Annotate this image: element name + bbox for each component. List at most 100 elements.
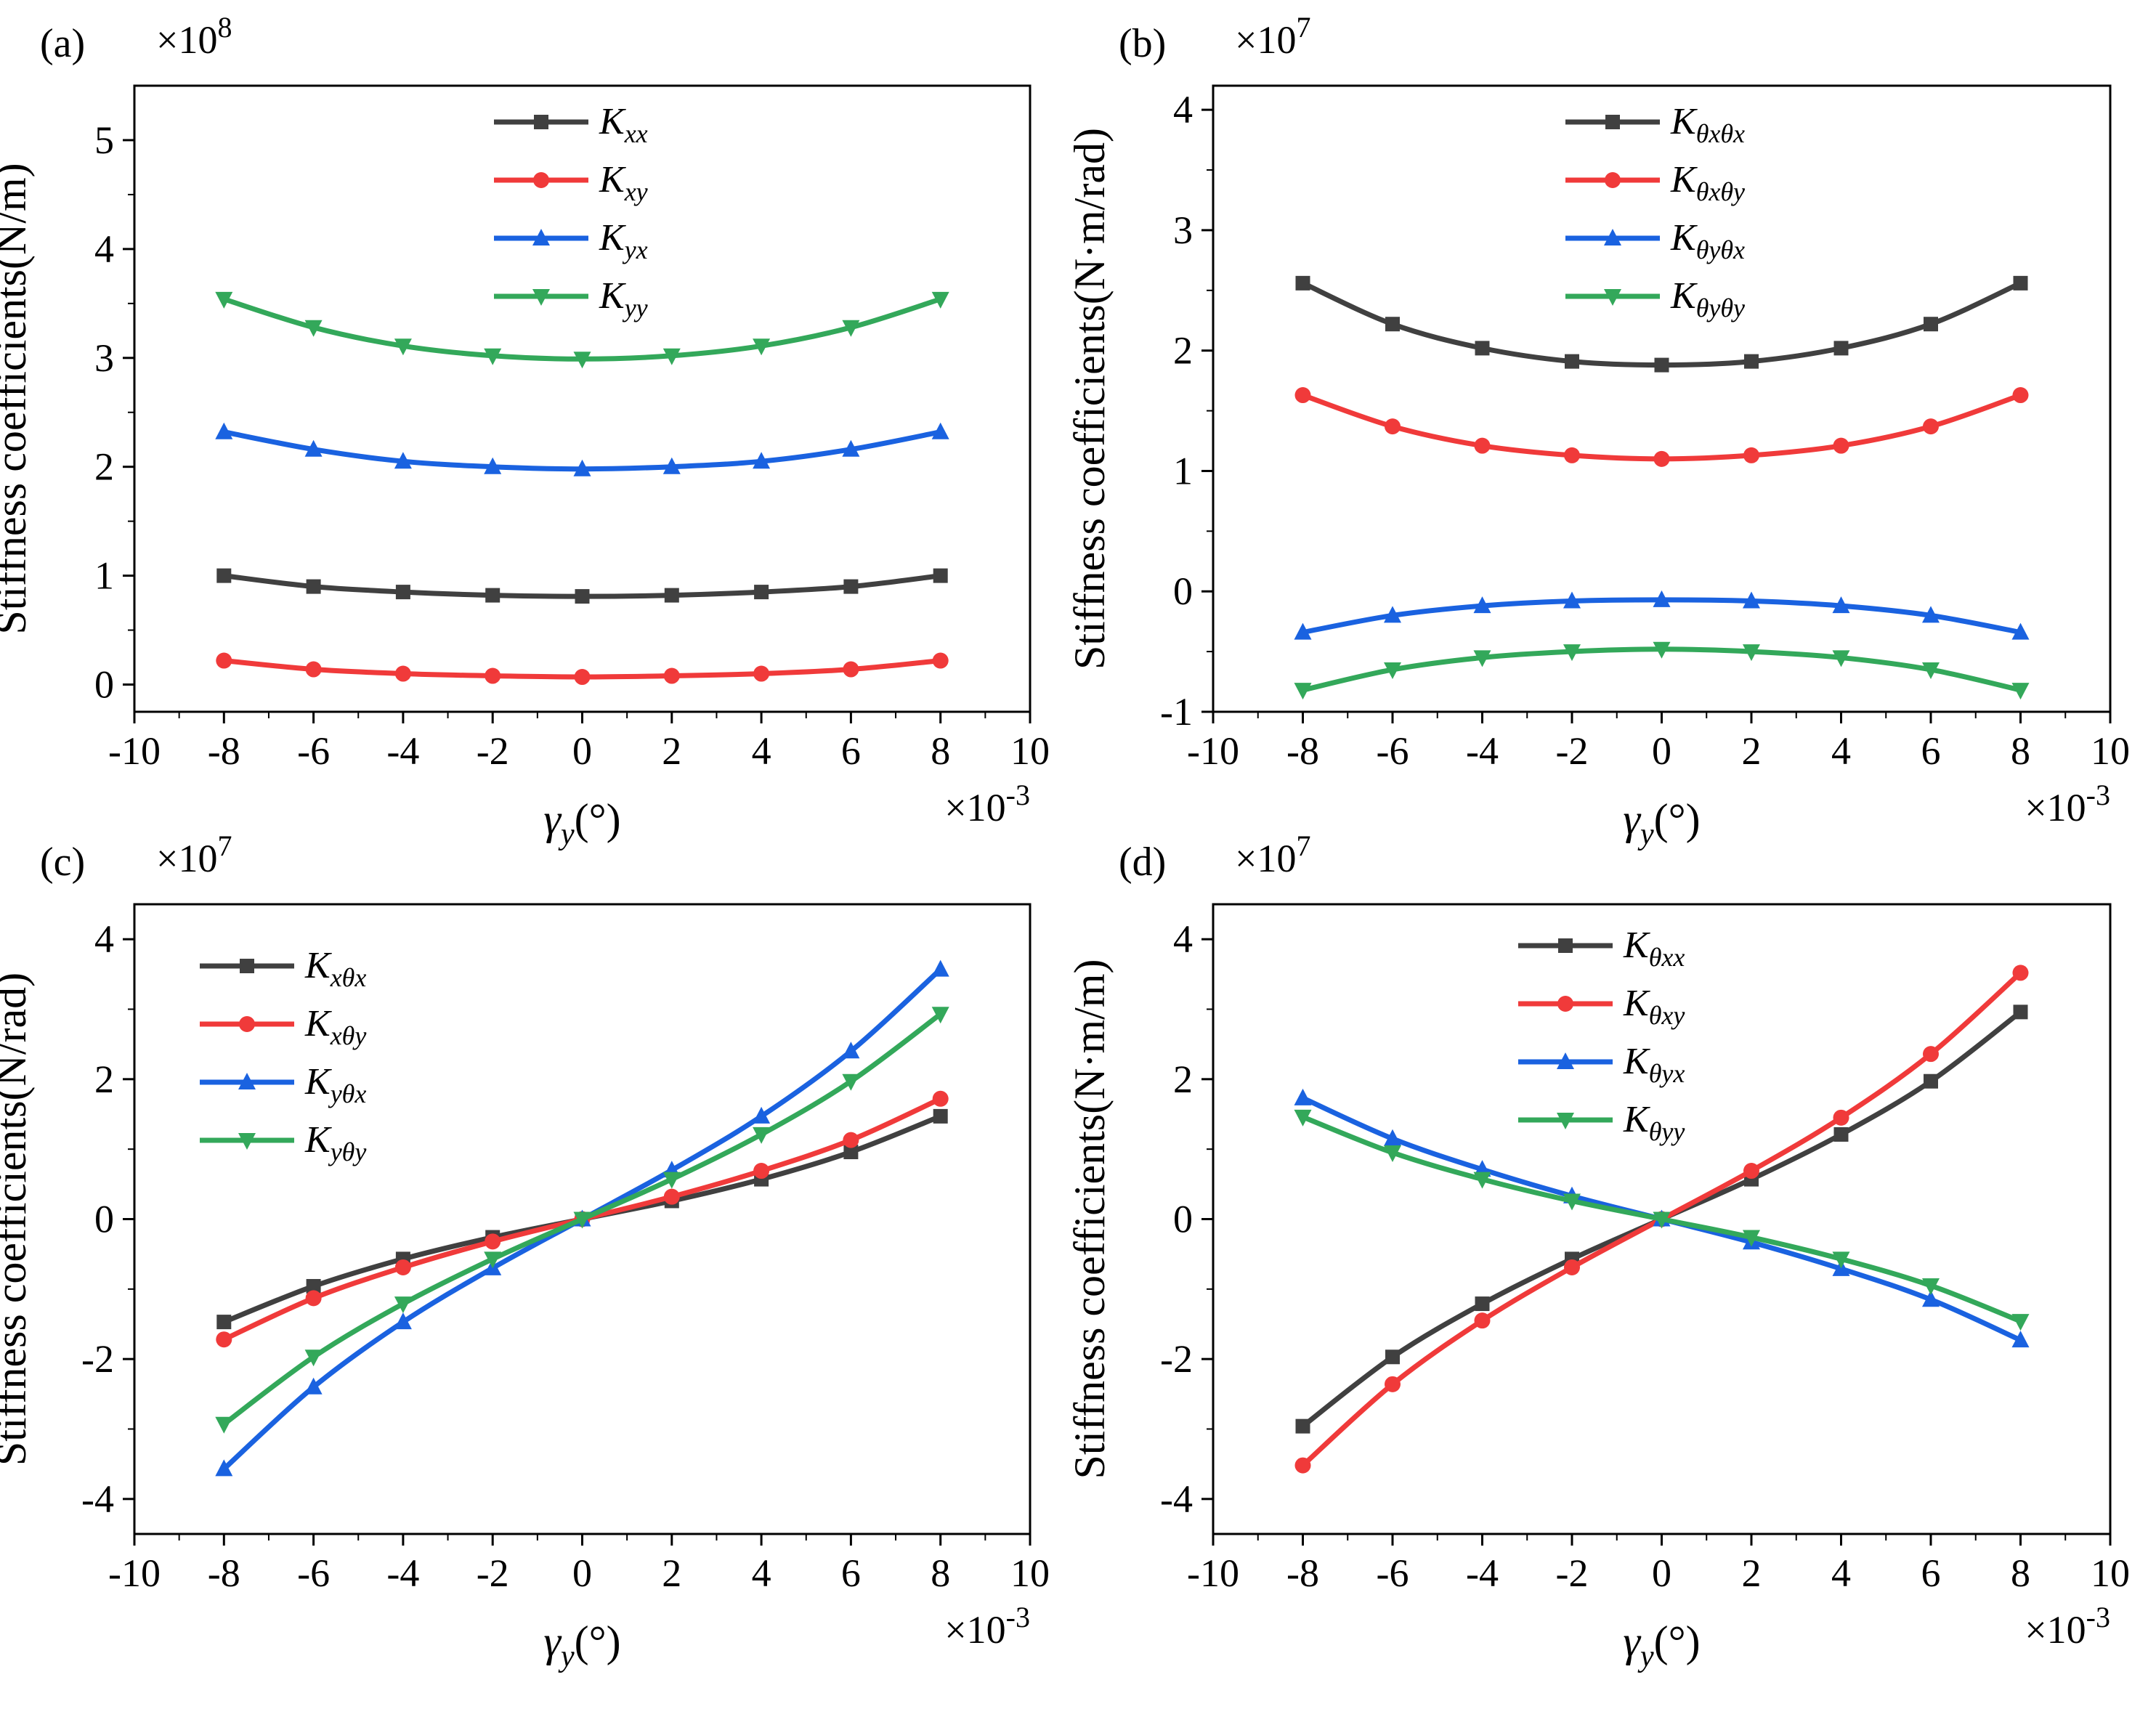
x-tick-label: -2 (477, 729, 509, 773)
legend-label: Kθxθx (1670, 101, 1745, 148)
data-point (1385, 1376, 1401, 1392)
data-point (394, 1312, 412, 1330)
legend-entry: Kyx (494, 217, 648, 264)
data-point (1473, 650, 1491, 667)
data-point (1385, 418, 1401, 435)
legend-entry: Kxθy (200, 1003, 366, 1050)
x-tick-label: 6 (1921, 729, 1941, 773)
data-point (1385, 317, 1400, 332)
x-tick-label: -8 (208, 729, 240, 773)
x-multiplier: ×10-3 (944, 1601, 1030, 1652)
y-tick-label: -4 (81, 1477, 114, 1521)
x-axis-title: γy(°) (1623, 795, 1700, 851)
x-tick-label: 10 (2091, 729, 2130, 773)
data-point (1743, 591, 1760, 609)
data-point (1832, 650, 1850, 667)
plot-frame (1212, 84, 2112, 713)
series-kxy (216, 652, 949, 686)
data-point (1294, 683, 1312, 700)
legend-label: Kθxx (1623, 925, 1685, 972)
y-multiplier: ×107 (1235, 829, 1310, 880)
data-point (932, 652, 949, 669)
legend-label: Kxy (599, 159, 648, 206)
x-tick-label: -10 (1187, 729, 1239, 773)
data-point (662, 1172, 681, 1189)
series-k-yy (1294, 1109, 2030, 1331)
data-point (306, 579, 321, 594)
data-point (1743, 1230, 1760, 1247)
data-point (1295, 1418, 1310, 1434)
legend-entry: Kθxθy (1565, 159, 1745, 206)
data-point (1563, 591, 1581, 609)
y-tick-label: 1 (1173, 449, 1193, 492)
x-tick-label: -6 (297, 729, 330, 773)
y-axis-title: Stiffness coefficients(N·m/m) (1066, 959, 1114, 1479)
data-point (305, 1290, 322, 1307)
legend-marker (1605, 172, 1621, 188)
legend-marker (238, 1133, 256, 1150)
data-point (931, 959, 949, 977)
data-point (843, 661, 859, 678)
legend-label: Kθxy (1623, 983, 1685, 1030)
x-tick-label: -4 (386, 729, 419, 773)
data-point (2011, 622, 2030, 640)
data-point (1653, 1211, 1671, 1229)
legend-entry: Kθyθx (1565, 217, 1745, 264)
data-point (663, 1188, 680, 1205)
legend-marker (1604, 229, 1621, 245)
data-point (304, 1349, 323, 1367)
y-tick-label: 0 (1173, 569, 1193, 613)
data-point (843, 579, 859, 594)
data-point (1565, 354, 1579, 369)
x-tick-label: 2 (1742, 1551, 1762, 1595)
legend-label: Kxθy (304, 1003, 366, 1050)
data-point (663, 667, 680, 684)
data-point (484, 457, 502, 474)
x-tick-label: -2 (1556, 1551, 1589, 1595)
data-point (662, 457, 681, 474)
data-point (753, 1127, 771, 1144)
data-point (753, 452, 771, 469)
x-tick-label: 6 (841, 1551, 861, 1595)
data-point (2012, 387, 2029, 404)
data-point (2013, 1004, 2028, 1020)
legend-marker (1604, 289, 1621, 306)
data-point (1475, 341, 1490, 356)
x-tick-label: -2 (477, 1551, 509, 1595)
data-point (215, 1459, 233, 1477)
panel-label: (a) (40, 21, 85, 66)
data-point (575, 589, 590, 604)
x-axis-title: γy(°) (543, 1617, 620, 1673)
data-point (843, 1145, 859, 1160)
data-point (1924, 1073, 1938, 1089)
y-tick-label: 1 (94, 554, 114, 598)
x-tick-label: -6 (1377, 1551, 1409, 1595)
legend-label: Kθyθy (1670, 275, 1745, 322)
x-tick-label: 2 (1742, 729, 1762, 773)
data-point (931, 1007, 949, 1024)
y-tick-label: 4 (1173, 917, 1193, 961)
legend-entry: Kyθx (200, 1061, 366, 1108)
data-point (1384, 1145, 1401, 1162)
legend-entry: Kθyy (1518, 1099, 1685, 1146)
data-point (1654, 357, 1669, 373)
data-point (1923, 418, 1939, 435)
series-k-y-y (1294, 641, 2030, 700)
legend-entry: Kθxx (1518, 925, 1685, 972)
x-tick-label: -8 (208, 1551, 240, 1595)
legend-entry: Kxθx (200, 945, 366, 992)
x-tick-label: -8 (1286, 729, 1319, 773)
data-point (1473, 596, 1491, 614)
data-point (1564, 447, 1580, 463)
data-point (932, 1090, 949, 1107)
data-point (1743, 1163, 1759, 1180)
data-point (1743, 644, 1760, 662)
x-tick-label: -6 (297, 1551, 330, 1595)
data-point (1294, 387, 1311, 404)
legend-entry: Kxy (494, 159, 648, 206)
data-point (573, 352, 591, 369)
data-point (574, 669, 591, 686)
data-point (931, 422, 949, 439)
x-axis-title: γy(°) (543, 795, 620, 851)
